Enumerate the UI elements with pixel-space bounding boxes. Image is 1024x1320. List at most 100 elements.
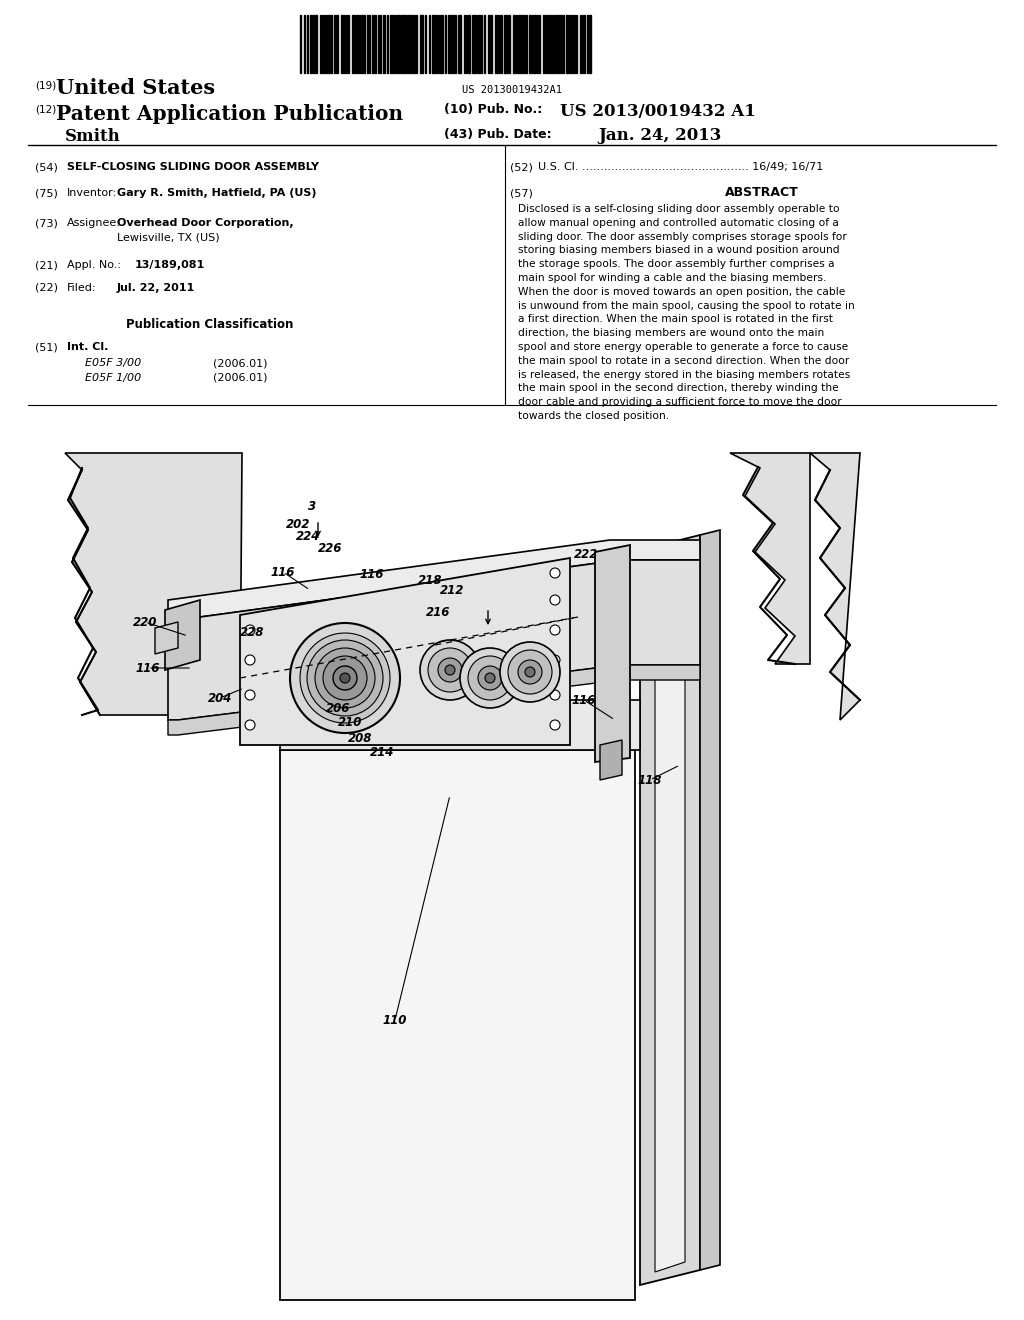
Text: (73): (73) (35, 218, 58, 228)
Bar (508, 15, 510, 73)
Text: 208: 208 (348, 731, 372, 744)
Bar (534, 15, 536, 73)
Text: the main spool to rotate in a second direction. When the door: the main spool to rotate in a second dir… (518, 356, 849, 366)
Bar (383, 15, 385, 73)
Text: towards the closed position.: towards the closed position. (518, 411, 669, 421)
Text: When the door is moved towards an open position, the cable: When the door is moved towards an open p… (518, 286, 846, 297)
Text: 214: 214 (370, 746, 394, 759)
Bar (401, 15, 404, 73)
Text: Int. Cl.: Int. Cl. (67, 342, 109, 352)
Text: 226: 226 (317, 543, 342, 556)
Bar (529, 15, 531, 73)
Circle shape (508, 649, 552, 694)
Polygon shape (155, 622, 178, 653)
Polygon shape (640, 535, 700, 1284)
Text: 116: 116 (571, 693, 596, 706)
Bar (407, 15, 409, 73)
Bar (458, 15, 461, 73)
Text: allow manual opening and controlled automatic closing of a: allow manual opening and controlled auto… (518, 218, 839, 228)
Text: Filed:: Filed: (67, 282, 96, 293)
Text: US 2013/0019432 A1: US 2013/0019432 A1 (560, 103, 756, 120)
Text: United States: United States (56, 78, 215, 98)
Text: 202: 202 (286, 517, 310, 531)
Bar (468, 15, 470, 73)
Circle shape (300, 634, 390, 723)
Polygon shape (168, 665, 700, 735)
Circle shape (550, 568, 560, 578)
Bar (454, 15, 456, 73)
Circle shape (315, 648, 375, 708)
Bar (397, 15, 400, 73)
Polygon shape (810, 453, 860, 719)
Text: Jan. 24, 2013: Jan. 24, 2013 (598, 127, 721, 144)
Bar (361, 15, 362, 73)
Text: Patent Application Publication: Patent Application Publication (56, 104, 403, 124)
Circle shape (438, 657, 462, 682)
Text: (12): (12) (35, 106, 56, 115)
Polygon shape (240, 558, 570, 744)
Text: 218: 218 (418, 573, 442, 586)
Text: (57): (57) (510, 187, 532, 198)
Text: is released, the energy stored in the biasing members rotates: is released, the energy stored in the bi… (518, 370, 850, 380)
Polygon shape (165, 601, 200, 671)
Circle shape (307, 640, 383, 715)
Circle shape (340, 673, 350, 682)
Text: 206: 206 (326, 701, 350, 714)
Text: storing biasing members biased in a wound position around: storing biasing members biased in a woun… (518, 246, 840, 255)
Text: 216: 216 (426, 606, 451, 619)
Circle shape (550, 655, 560, 665)
Text: is unwound from the main spool, causing the spool to rotate in: is unwound from the main spool, causing … (518, 301, 855, 310)
Circle shape (468, 656, 512, 700)
Text: sliding door. The door assembly comprises storage spools for: sliding door. The door assembly comprise… (518, 231, 847, 242)
Circle shape (525, 667, 535, 677)
Circle shape (428, 648, 472, 692)
Polygon shape (280, 750, 635, 1300)
Text: 210: 210 (338, 715, 362, 729)
Text: 224: 224 (296, 531, 321, 544)
Circle shape (460, 648, 520, 708)
Text: 222: 222 (573, 549, 598, 561)
Bar (566, 15, 568, 73)
Text: ABSTRACT: ABSTRACT (725, 186, 799, 199)
Text: (19): (19) (35, 81, 56, 90)
Bar (490, 15, 492, 73)
Circle shape (420, 640, 480, 700)
Text: Inventor:: Inventor: (67, 187, 117, 198)
Text: 110: 110 (383, 1014, 408, 1027)
Text: Jul. 22, 2011: Jul. 22, 2011 (117, 282, 196, 293)
Text: direction, the biasing members are wound onto the main: direction, the biasing members are wound… (518, 329, 824, 338)
Polygon shape (280, 700, 640, 750)
Circle shape (550, 690, 560, 700)
Polygon shape (65, 453, 242, 715)
Text: Lewisville, TX (US): Lewisville, TX (US) (117, 232, 219, 242)
Polygon shape (595, 545, 630, 762)
Polygon shape (730, 453, 810, 664)
Text: US 20130019432A1: US 20130019432A1 (462, 84, 562, 95)
Text: (51): (51) (35, 342, 57, 352)
Circle shape (445, 665, 455, 675)
Circle shape (290, 623, 400, 733)
Bar (374, 15, 376, 73)
Circle shape (550, 719, 560, 730)
Polygon shape (600, 741, 622, 780)
Circle shape (245, 624, 255, 635)
Bar (549, 15, 551, 73)
Polygon shape (168, 540, 700, 620)
Text: 116: 116 (270, 565, 295, 578)
Text: Gary R. Smith, Hatfield, PA (US): Gary R. Smith, Hatfield, PA (US) (117, 187, 316, 198)
Text: SELF-CLOSING SLIDING DOOR ASSEMBLY: SELF-CLOSING SLIDING DOOR ASSEMBLY (67, 162, 319, 172)
Text: spool and store energy operable to generate a force to cause: spool and store energy operable to gener… (518, 342, 848, 352)
Text: the main spool in the second direction, thereby winding the: the main spool in the second direction, … (518, 383, 839, 393)
Bar (420, 15, 423, 73)
Text: Publication Classification: Publication Classification (126, 318, 294, 331)
Bar (352, 15, 355, 73)
Circle shape (323, 656, 367, 700)
Text: 13/189,081: 13/189,081 (135, 260, 205, 271)
Bar (341, 15, 343, 73)
Text: Appl. No.:: Appl. No.: (67, 260, 121, 271)
Bar (589, 15, 591, 73)
Text: 204: 204 (208, 692, 232, 705)
Text: 3: 3 (308, 499, 316, 512)
Bar (356, 15, 358, 73)
Text: U.S. Cl. .............................................. 16/49; 16/71: U.S. Cl. ...............................… (538, 162, 823, 172)
